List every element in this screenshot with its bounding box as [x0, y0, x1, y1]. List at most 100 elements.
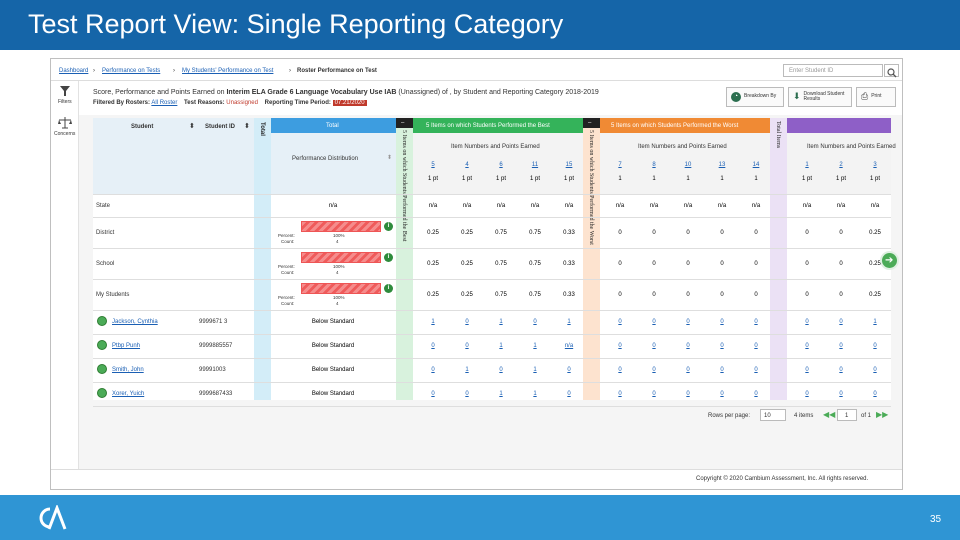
column-student-id-header[interactable]: Student ID [205, 124, 235, 130]
view-student-icon[interactable] [97, 364, 107, 374]
best-item-score[interactable]: 1 [567, 319, 571, 325]
filters-button[interactable]: Filters [53, 85, 77, 111]
other-item-score[interactable]: 0 [873, 343, 877, 349]
worst-item-score[interactable]: 0 [652, 367, 656, 373]
collapse-worst-button[interactable]: – [583, 118, 600, 128]
best-item-score[interactable]: 0 [567, 367, 571, 373]
other-item-score[interactable]: 0 [839, 319, 843, 325]
item-number-link[interactable]: 10 [684, 162, 692, 168]
previous-page-icon[interactable]: ◀◀ [823, 410, 836, 419]
best-item-score[interactable]: 1 [533, 391, 537, 397]
best-item-score[interactable]: 0 [567, 391, 571, 397]
other-item-score[interactable]: 0 [805, 343, 809, 349]
best-item-score[interactable]: 0 [431, 391, 435, 397]
rosters-value[interactable]: All Roster [151, 100, 178, 106]
best-item-score[interactable]: 1 [499, 319, 503, 325]
worst-item-score[interactable]: 0 [754, 367, 758, 373]
next-page-icon[interactable]: ▶▶ [876, 410, 889, 419]
best-item-score[interactable]: 1 [533, 343, 537, 349]
concerns-button[interactable]: Concerns [53, 117, 77, 143]
best-item-score[interactable]: 1 [431, 319, 435, 325]
best-item-score[interactable]: 0 [465, 391, 469, 397]
page-input[interactable]: 1 [837, 409, 857, 421]
worst-item-score[interactable]: 0 [652, 343, 656, 349]
worst-item-score[interactable]: 0 [686, 367, 690, 373]
worst-item-score[interactable]: 0 [618, 391, 622, 397]
scroll-right-button[interactable]: ➔ [880, 251, 899, 270]
performance-bar[interactable] [301, 221, 381, 232]
student-search-input[interactable]: Enter Student ID [783, 64, 883, 77]
best-item-score[interactable]: 1 [533, 367, 537, 373]
item-number-link[interactable]: 5 [431, 162, 435, 168]
item-number-link[interactable]: 14 [752, 162, 760, 168]
other-item-score[interactable]: 0 [805, 319, 809, 325]
student-name-link[interactable]: Jackson, Cynthia [112, 319, 158, 325]
student-name-link[interactable]: Smith, John [112, 367, 144, 373]
best-item-score[interactable]: n/a [564, 343, 574, 349]
rows-per-page-select[interactable]: 10 [760, 409, 786, 421]
other-item-score[interactable]: 0 [873, 367, 877, 373]
best-item-score[interactable]: 0 [533, 319, 537, 325]
item-number-link[interactable]: 6 [499, 162, 503, 168]
worst-item-score[interactable]: 0 [754, 343, 758, 349]
best-item-score[interactable]: 0 [465, 319, 469, 325]
worst-item-score[interactable]: 0 [618, 343, 622, 349]
item-number-link[interactable]: 7 [618, 162, 622, 168]
worst-item-score[interactable]: 0 [618, 367, 622, 373]
other-item-score[interactable]: 0 [805, 391, 809, 397]
info-icon[interactable]: i [384, 222, 393, 231]
item-number-link[interactable]: 4 [465, 162, 469, 168]
item-number-link[interactable]: 13 [718, 162, 726, 168]
worst-item-score[interactable]: 0 [720, 319, 724, 325]
worst-item-score[interactable]: 0 [652, 319, 656, 325]
other-item-score[interactable]: 0 [873, 391, 877, 397]
other-item-score[interactable]: 0 [805, 367, 809, 373]
sort-icon[interactable]: ⬍ [189, 123, 195, 130]
sort-icon[interactable]: ⬍ [244, 123, 250, 130]
breadcrumb-students-performance[interactable]: My Students' Performance on Test [182, 68, 274, 74]
student-name-link[interactable]: Ptbp Punh [112, 343, 141, 349]
other-item-score[interactable]: 0 [839, 391, 843, 397]
column-student-header[interactable]: Student [131, 124, 154, 130]
breadcrumb-performance-on-tests[interactable]: Performance on Tests [102, 68, 161, 74]
best-item-score[interactable]: 0 [431, 343, 435, 349]
worst-item-score[interactable]: 0 [618, 319, 622, 325]
download-student-results-button[interactable]: ⬇ Download Student Results [788, 87, 852, 107]
worst-item-score[interactable]: 0 [720, 367, 724, 373]
item-number-link[interactable]: 1 [805, 162, 809, 168]
best-item-score[interactable]: 0 [431, 367, 435, 373]
worst-item-score[interactable]: 0 [754, 319, 758, 325]
worst-item-score[interactable]: 0 [686, 319, 690, 325]
collapse-best-button[interactable]: – [396, 118, 413, 128]
view-student-icon[interactable] [97, 316, 107, 326]
student-name-link[interactable]: Xorer, Yuich [112, 391, 145, 397]
item-number-link[interactable]: 3 [873, 162, 877, 168]
info-icon[interactable]: i [384, 284, 393, 293]
print-button[interactable]: ⎙ Print [856, 87, 896, 107]
worst-item-score[interactable]: 0 [686, 391, 690, 397]
worst-item-score[interactable]: 0 [720, 343, 724, 349]
best-item-score[interactable]: 0 [465, 343, 469, 349]
item-number-link[interactable]: 11 [531, 162, 539, 168]
best-item-score[interactable]: 1 [465, 367, 469, 373]
worst-item-score[interactable]: 0 [686, 343, 690, 349]
performance-bar[interactable] [301, 252, 381, 263]
best-item-score[interactable]: 0 [499, 367, 503, 373]
item-number-link[interactable]: 2 [839, 162, 843, 168]
other-item-score[interactable]: 0 [839, 367, 843, 373]
other-item-score[interactable]: 0 [839, 343, 843, 349]
breadcrumb-dashboard[interactable]: Dashboard [59, 68, 89, 74]
info-icon[interactable]: i [384, 253, 393, 262]
search-button[interactable] [884, 64, 899, 78]
worst-item-score[interactable]: 0 [652, 391, 656, 397]
worst-item-score[interactable]: 0 [720, 391, 724, 397]
item-number-link[interactable]: 15 [565, 162, 573, 168]
best-item-score[interactable]: 1 [499, 343, 503, 349]
worst-item-score[interactable]: 0 [754, 391, 758, 397]
sort-icon[interactable]: ⬍ [387, 155, 393, 161]
other-item-score[interactable]: 1 [873, 319, 877, 325]
view-student-icon[interactable] [97, 388, 107, 398]
view-student-icon[interactable] [97, 340, 107, 350]
item-number-link[interactable]: 8 [652, 162, 656, 168]
breakdown-by-button[interactable]: ◔ Breakdown By [726, 87, 784, 107]
